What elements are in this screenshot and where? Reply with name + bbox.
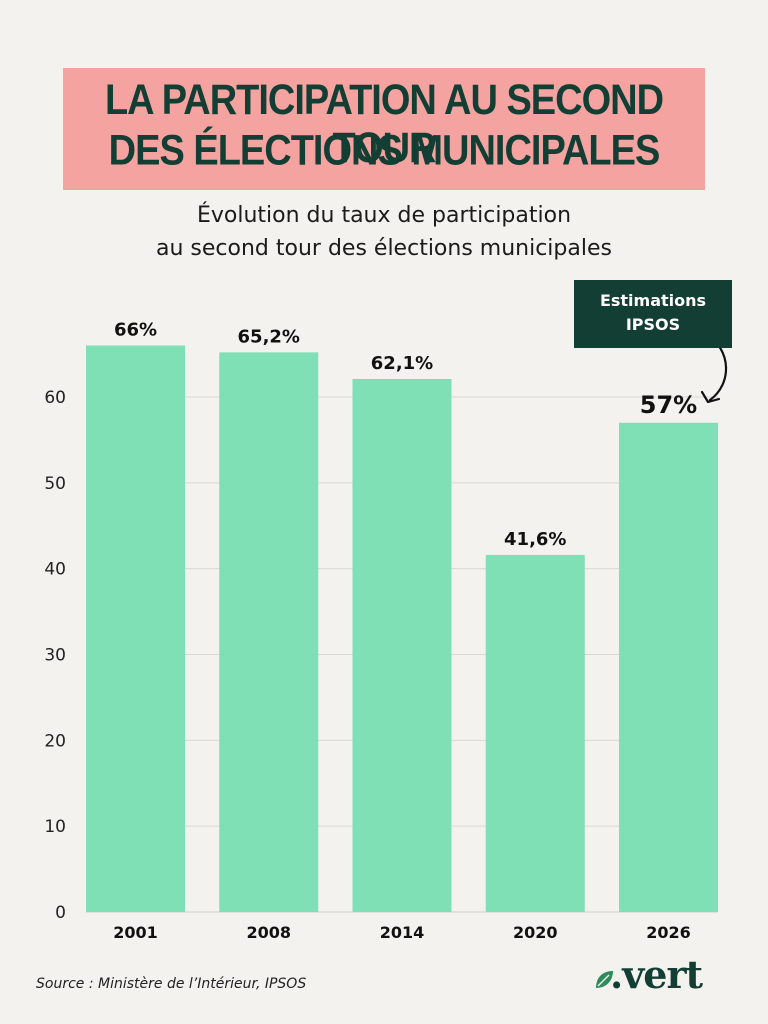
y-tick-label: 50 (44, 474, 66, 494)
estimation-badge: Estimations IPSOS (574, 280, 732, 348)
bar-2001 (86, 345, 185, 912)
subtitle-line-2: au second tour des élections municipales (156, 236, 612, 261)
x-tick-label-2008: 2008 (246, 923, 291, 942)
data-label-2026: 57% (640, 391, 697, 419)
source-note: Source : Ministère de l’Intérieur, IPSOS (36, 976, 307, 992)
logo-text: .vert (610, 952, 703, 997)
estimation-badge-line-2: IPSOS (625, 315, 681, 334)
bar-2014 (352, 378, 452, 913)
annotation-arrow-head (700, 390, 721, 404)
bar-2008 (219, 352, 319, 912)
data-label-2014: 62,1% (371, 353, 433, 374)
x-tick-label-2026: 2026 (646, 923, 691, 942)
y-tick-label: 40 (44, 560, 66, 580)
vert-logo: .vert (590, 952, 720, 1002)
y-tick-label: 30 (44, 646, 66, 666)
data-label-2001: 66% (114, 320, 157, 341)
x-tick-label-2001: 2001 (113, 923, 158, 942)
x-tick-label-2014: 2014 (380, 923, 425, 942)
data-label-2020: 41,6% (504, 529, 566, 550)
title-line-1: LA PARTICIPATION AU SECOND TOUR (104, 76, 664, 173)
y-tick-label: 0 (55, 903, 66, 923)
subtitle-line-1: Évolution du taux de participation (196, 203, 572, 228)
estimation-badge-line-1: Estimations (599, 291, 707, 310)
bar-2020 (485, 554, 585, 912)
y-tick-label: 60 (44, 388, 66, 408)
x-tick-label-2020: 2020 (513, 923, 558, 942)
title-banner: LA PARTICIPATION AU SECOND TOUR DES ÉLEC… (63, 68, 705, 190)
title-line-2: DES ÉLECTIONS MUNICIPALES (108, 127, 661, 175)
leaf-icon (596, 971, 613, 988)
bar-2026 (619, 422, 718, 912)
y-tick-label: 20 (44, 731, 66, 751)
y-tick-label: 10 (44, 817, 66, 837)
data-label-2008: 65,2% (238, 326, 300, 347)
